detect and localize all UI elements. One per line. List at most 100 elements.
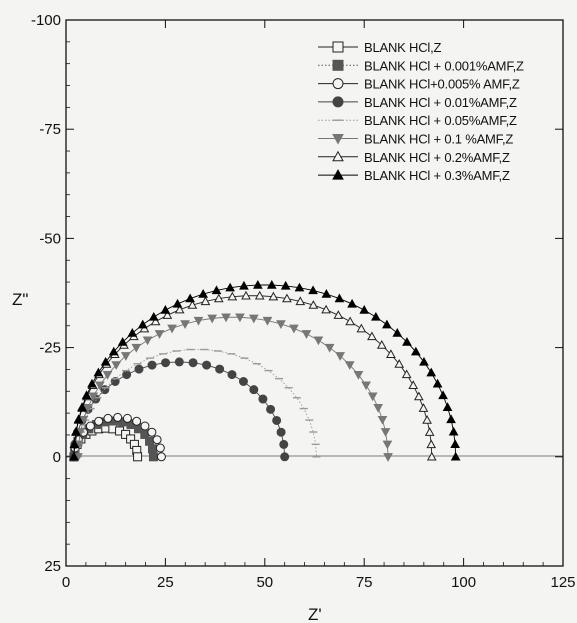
data-point — [147, 360, 157, 370]
y-tick-label: -75 — [39, 121, 61, 138]
legend-label: BLANK HCl + 0.2%AMF,Z — [364, 150, 510, 165]
series-8 — [69, 279, 461, 461]
data-point — [150, 316, 161, 326]
data-point — [254, 290, 265, 300]
data-point — [85, 421, 95, 431]
data-point — [383, 453, 393, 462]
data-point — [81, 390, 92, 400]
data-point — [117, 337, 128, 346]
data-point — [131, 343, 142, 353]
data-point — [344, 361, 355, 370]
data-point — [258, 394, 268, 404]
x-tick-label: 75 — [356, 574, 373, 591]
data-point — [110, 376, 120, 386]
data-point — [73, 414, 84, 424]
data-point — [200, 296, 211, 306]
data-point — [108, 346, 119, 356]
data-point — [198, 289, 209, 298]
data-point — [332, 169, 344, 180]
data-point — [356, 323, 367, 333]
data-point — [248, 314, 259, 324]
data-point — [134, 364, 144, 374]
data-point — [347, 298, 357, 308]
data-point — [77, 402, 87, 411]
data-point — [148, 311, 159, 321]
data-point — [127, 328, 138, 337]
data-point — [335, 352, 346, 361]
data-point — [215, 364, 225, 374]
data-point — [213, 293, 224, 303]
data-point — [401, 369, 412, 379]
data-point — [408, 380, 419, 389]
data-point — [272, 415, 282, 425]
data-point — [308, 300, 319, 309]
y-axis-title: Z" — [12, 290, 28, 309]
data-point — [422, 415, 432, 424]
x-tick-label: 0 — [62, 574, 70, 591]
data-point — [87, 378, 97, 388]
data-point — [266, 404, 276, 414]
legend-label: BLANK HCl + 0.1 %AMF,Z — [364, 132, 513, 147]
data-point — [174, 357, 184, 367]
data-point — [225, 282, 235, 292]
y-tick-label: 0 — [53, 449, 61, 466]
data-point — [133, 452, 143, 462]
data-point — [345, 316, 355, 326]
data-point — [450, 451, 461, 461]
data-point — [332, 96, 344, 108]
data-point — [155, 443, 165, 453]
data-point — [227, 291, 238, 301]
data-point — [122, 370, 132, 380]
data-point — [432, 378, 443, 388]
data-point — [411, 346, 421, 356]
data-point — [94, 416, 104, 426]
legend-label: BLANK HCl + 0.001%AMF,Z — [364, 58, 524, 73]
data-point — [282, 293, 292, 303]
data-point — [188, 358, 198, 368]
data-point — [324, 343, 335, 353]
data-point — [377, 415, 388, 425]
data-point — [95, 381, 105, 391]
data-point — [154, 330, 165, 339]
data-point — [313, 336, 324, 346]
data-point — [241, 290, 251, 300]
data-point — [382, 440, 393, 450]
y-tick-label: -25 — [39, 340, 61, 357]
data-point — [221, 313, 231, 323]
data-point — [156, 452, 166, 462]
x-tick-label: 25 — [157, 574, 174, 591]
data-point — [376, 340, 387, 349]
data-point — [211, 285, 222, 295]
data-point — [174, 304, 185, 314]
data-point — [93, 367, 104, 377]
data-point — [132, 416, 142, 426]
data-point — [301, 330, 312, 339]
data-point — [238, 376, 248, 386]
data-point — [180, 320, 190, 329]
data-point — [394, 359, 405, 368]
data-point — [102, 370, 113, 380]
data-point — [252, 279, 263, 289]
data-point — [276, 427, 286, 437]
data-point — [442, 402, 453, 411]
data-point — [373, 404, 384, 413]
x-tick-label: 50 — [256, 574, 273, 591]
data-point — [450, 439, 460, 448]
y-tick-label: 25 — [44, 558, 61, 575]
series-line — [77, 349, 317, 457]
data-point — [424, 427, 435, 436]
data-point — [142, 336, 153, 346]
data-point — [88, 392, 99, 402]
data-point — [295, 296, 306, 306]
data-point — [71, 426, 81, 436]
data-point — [227, 370, 237, 380]
data-point — [370, 311, 381, 321]
plot-frame — [65, 19, 564, 567]
data-point — [367, 331, 377, 341]
data-point — [359, 305, 370, 314]
data-point — [172, 298, 183, 308]
data-point — [120, 352, 131, 361]
x-axis-title: Z' — [308, 605, 322, 623]
data-point — [321, 304, 331, 314]
data-point — [167, 324, 177, 334]
